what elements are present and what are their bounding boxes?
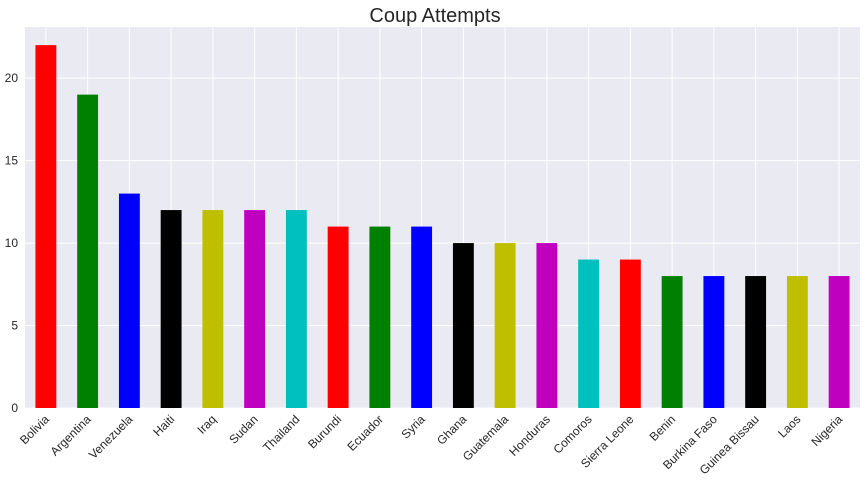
bar-guinea-bissau	[745, 276, 767, 408]
bar-thailand	[285, 210, 307, 408]
x-tick-label: Ecuador	[344, 412, 386, 454]
x-tick-label: Ghana	[434, 412, 470, 448]
bar-nigeria	[828, 276, 850, 408]
bar-ghana	[452, 243, 474, 408]
x-tick-label: Honduras	[506, 412, 553, 459]
y-tick-label: 10	[5, 236, 19, 250]
plot-area	[25, 27, 860, 408]
bar-iraq	[202, 210, 224, 408]
chart-title: Coup Attempts	[369, 5, 500, 27]
bar-ecuador	[369, 226, 391, 408]
bar-honduras	[536, 243, 558, 408]
y-tick-label: 20	[5, 71, 19, 85]
x-tick-label: Nigeria	[808, 412, 845, 449]
bars	[35, 45, 850, 409]
bar-argentina	[77, 94, 99, 408]
y-tick-label: 15	[5, 154, 19, 168]
bar-haiti	[160, 210, 182, 408]
x-tick-label: Syria	[399, 412, 428, 441]
bar-benin	[661, 276, 683, 408]
x-tick-label: Benin	[647, 412, 679, 444]
bar-comoros	[578, 259, 600, 408]
bar-guatemala	[494, 243, 516, 408]
x-tick-label: Sudan	[226, 412, 260, 446]
x-tick-label: Iraq	[194, 412, 219, 437]
bar-syria	[411, 226, 433, 408]
x-tick-label: Laos	[775, 412, 803, 440]
bar-sierra-leone	[619, 259, 641, 408]
x-tick-label: Haiti	[150, 412, 177, 439]
x-tick-label: Thailand	[260, 412, 302, 454]
bar-venezuela	[118, 193, 140, 408]
bar-bolivia	[35, 45, 57, 409]
x-tick-label: Guatemala	[460, 412, 512, 464]
bar-burkina-faso	[703, 276, 725, 408]
y-axis-ticks: 0 5 10 15 20	[5, 71, 19, 415]
x-tick-label: Burundi	[305, 412, 344, 451]
x-tick-label: Venezuela	[86, 412, 136, 462]
bar-burundi	[327, 226, 349, 408]
bar-laos	[786, 276, 808, 408]
x-tick-label: Bolivia	[17, 412, 52, 447]
bar-sudan	[244, 210, 266, 408]
y-tick-label: 0	[11, 401, 18, 415]
y-tick-label: 5	[11, 319, 18, 333]
